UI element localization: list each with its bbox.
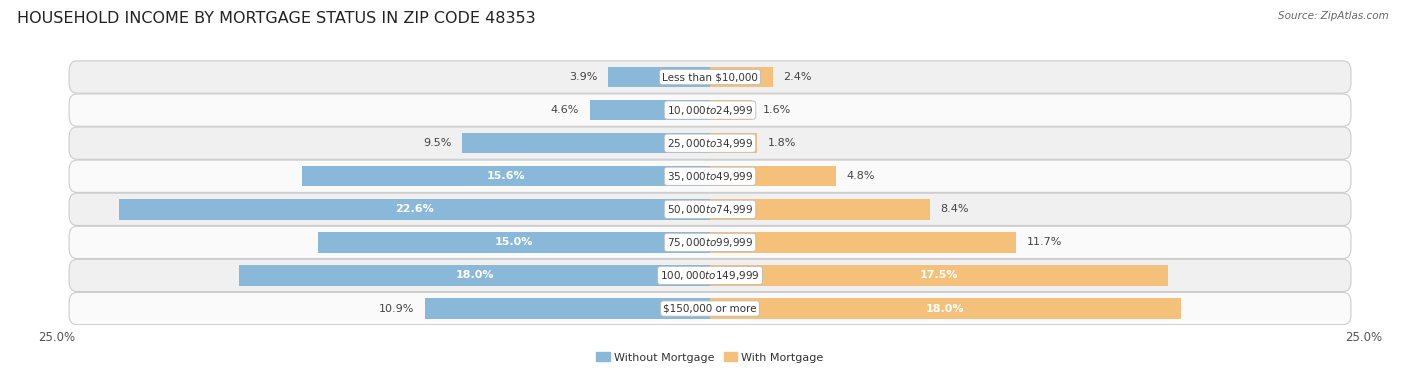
Bar [461, 133, 710, 153]
Text: 10.9%: 10.9% [380, 304, 415, 313]
Text: HOUSEHOLD INCOME BY MORTGAGE STATUS IN ZIP CODE 48353: HOUSEHOLD INCOME BY MORTGAGE STATUS IN Z… [17, 11, 536, 26]
Text: 18.0%: 18.0% [456, 271, 494, 280]
Text: 15.0%: 15.0% [495, 237, 533, 247]
Text: $100,000 to $149,999: $100,000 to $149,999 [661, 269, 759, 282]
Bar [318, 232, 710, 253]
Text: $10,000 to $24,999: $10,000 to $24,999 [666, 104, 754, 116]
Text: 3.9%: 3.9% [569, 72, 598, 82]
FancyBboxPatch shape [69, 293, 1351, 325]
FancyBboxPatch shape [69, 193, 1351, 225]
Bar [710, 133, 756, 153]
Text: 11.7%: 11.7% [1026, 237, 1062, 247]
Bar [710, 199, 929, 220]
Text: 22.6%: 22.6% [395, 204, 434, 214]
Bar [710, 232, 1017, 253]
Bar [302, 166, 710, 186]
Bar [120, 199, 710, 220]
FancyBboxPatch shape [69, 94, 1351, 126]
FancyBboxPatch shape [69, 160, 1351, 192]
Text: 8.4%: 8.4% [941, 204, 969, 214]
Text: 4.6%: 4.6% [551, 105, 579, 115]
Bar [710, 166, 835, 186]
Text: $25,000 to $34,999: $25,000 to $34,999 [666, 137, 754, 150]
Text: 18.0%: 18.0% [927, 304, 965, 313]
FancyBboxPatch shape [69, 259, 1351, 291]
FancyBboxPatch shape [69, 226, 1351, 259]
Bar [710, 100, 752, 120]
Text: 1.8%: 1.8% [768, 138, 796, 148]
FancyBboxPatch shape [69, 127, 1351, 159]
Text: 2.4%: 2.4% [783, 72, 811, 82]
Bar [425, 298, 710, 319]
Text: 4.8%: 4.8% [846, 171, 875, 181]
Bar [710, 265, 1167, 286]
Text: 17.5%: 17.5% [920, 271, 957, 280]
Text: Less than $10,000: Less than $10,000 [662, 72, 758, 82]
Bar [710, 67, 773, 87]
Text: Source: ZipAtlas.com: Source: ZipAtlas.com [1278, 11, 1389, 21]
Text: $150,000 or more: $150,000 or more [664, 304, 756, 313]
Bar [607, 67, 710, 87]
Text: $50,000 to $74,999: $50,000 to $74,999 [666, 203, 754, 216]
Text: $75,000 to $99,999: $75,000 to $99,999 [666, 236, 754, 249]
Bar [239, 265, 710, 286]
Bar [589, 100, 710, 120]
Bar [710, 298, 1181, 319]
FancyBboxPatch shape [69, 61, 1351, 93]
Text: 15.6%: 15.6% [486, 171, 526, 181]
Text: 9.5%: 9.5% [423, 138, 451, 148]
Text: 1.6%: 1.6% [762, 105, 790, 115]
Text: $35,000 to $49,999: $35,000 to $49,999 [666, 170, 754, 183]
Legend: Without Mortgage, With Mortgage: Without Mortgage, With Mortgage [592, 348, 828, 367]
